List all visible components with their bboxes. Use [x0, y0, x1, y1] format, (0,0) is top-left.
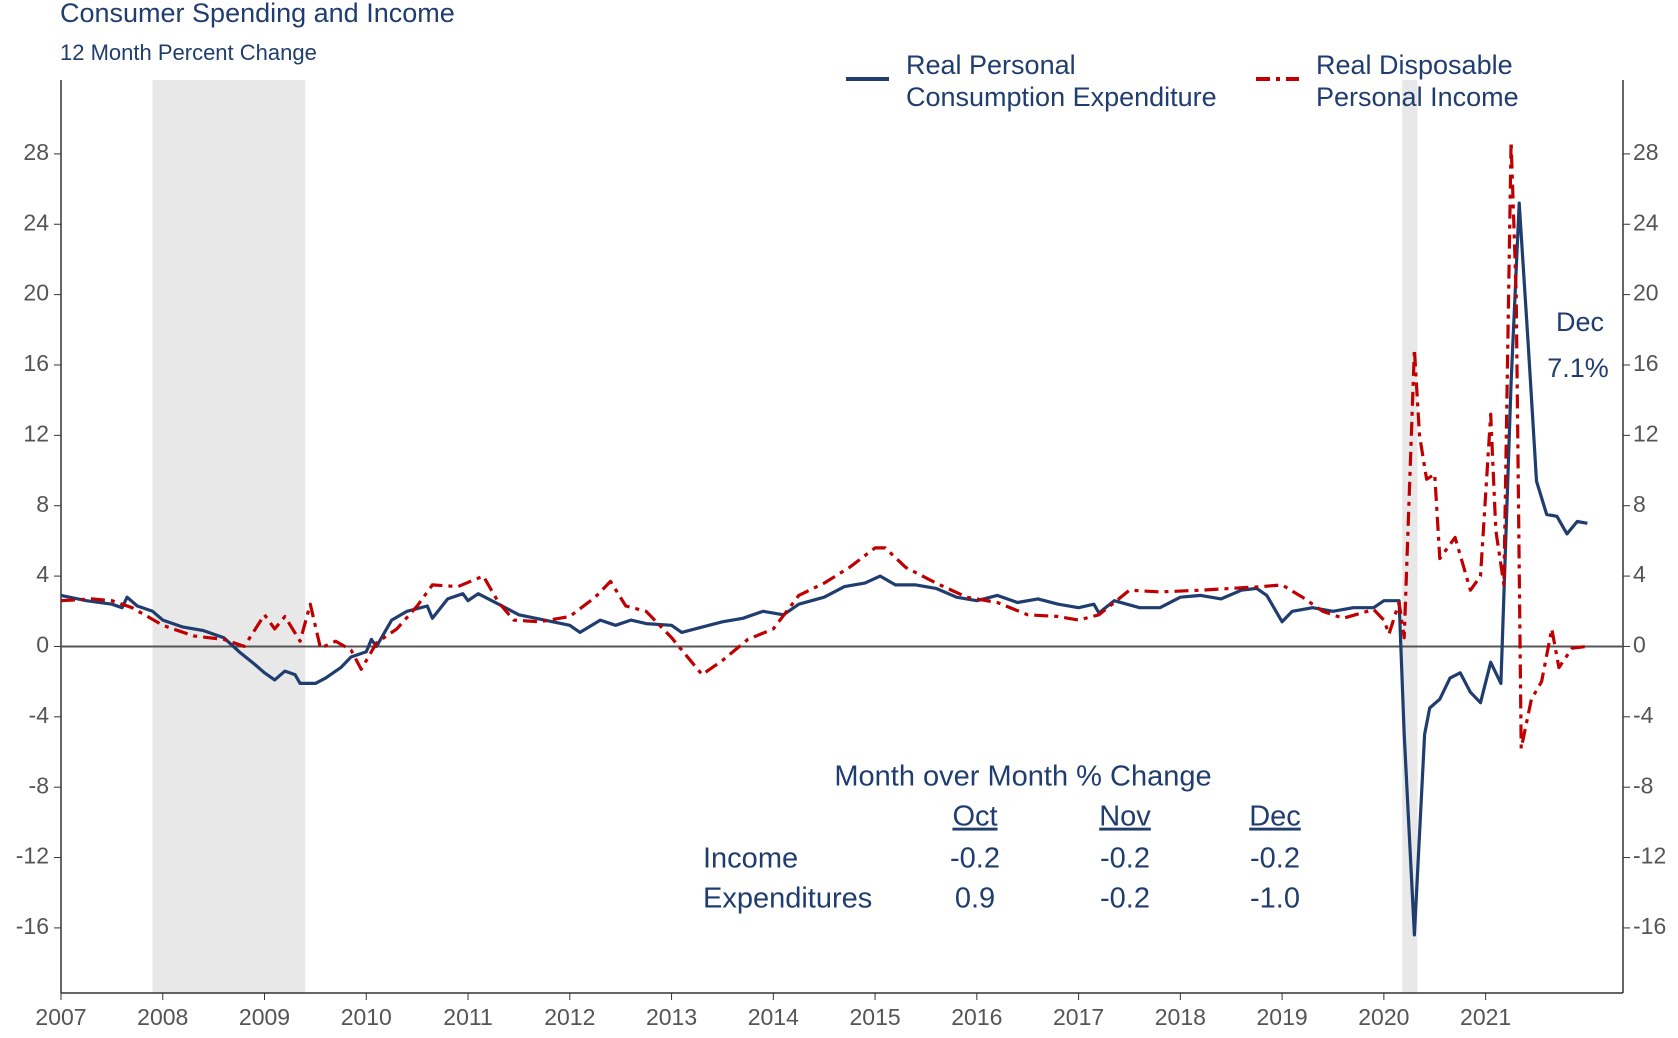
legend-label: Real Personal Consumption Expenditure — [906, 50, 1217, 112]
y2-tick-label: 28 — [1633, 139, 1659, 165]
x-tick-label: 2014 — [748, 1004, 799, 1030]
y-tick-label: -8 — [29, 772, 49, 798]
y-tick-label: 0 — [36, 632, 49, 658]
x-tick-label: 2012 — [544, 1004, 595, 1030]
y2-tick-label: 4 — [1633, 561, 1646, 587]
x-tick-label: 2020 — [1358, 1004, 1409, 1030]
y-tick-label: 4 — [36, 561, 49, 587]
table-cell: -0.2 — [1100, 883, 1150, 915]
y2-tick-label: 12 — [1633, 420, 1659, 446]
annotation: Dec — [1556, 307, 1604, 337]
x-tick-label: 2008 — [137, 1004, 188, 1030]
annotation: 7.1% — [1547, 353, 1609, 383]
x-tick-label: 2010 — [341, 1004, 392, 1030]
y2-tick-label: 0 — [1633, 632, 1646, 658]
x-tick-label: 2013 — [646, 1004, 697, 1030]
table-column: Nov — [1099, 801, 1151, 833]
table-cell: 0.9 — [955, 883, 995, 915]
chart-subtitle: 12 Month Percent Change — [60, 40, 317, 65]
series-line — [60, 140, 1588, 751]
legend-label: Real Disposable Personal Income — [1316, 50, 1519, 112]
chart-title: Consumer Spending and Income — [60, 0, 455, 28]
x-tick-label: 2016 — [951, 1004, 1002, 1030]
y2-tick-label: -4 — [1633, 702, 1654, 728]
table-title: Month over Month % Change — [834, 761, 1211, 793]
x-tick-label: 2021 — [1460, 1004, 1511, 1030]
table-cell: -0.2 — [1100, 843, 1150, 875]
x-tick-label: 2009 — [239, 1004, 290, 1030]
y-tick-label: 12 — [23, 420, 49, 446]
x-tick-label: 2015 — [849, 1004, 900, 1030]
x-tick-label: 2007 — [35, 1004, 86, 1030]
y2-tick-label: -8 — [1633, 772, 1653, 798]
y2-tick-label: 8 — [1633, 491, 1646, 517]
y-tick-label: -16 — [16, 913, 49, 939]
table-row-label: Income — [703, 843, 798, 875]
x-tick-label: 2017 — [1053, 1004, 1104, 1030]
y-tick-label: -4 — [29, 702, 50, 728]
y2-tick-label: 20 — [1633, 280, 1659, 306]
table-row-label: Expenditures — [703, 883, 872, 915]
y-tick-label: -12 — [16, 843, 49, 869]
y2-tick-label: 24 — [1633, 209, 1659, 235]
table-column: Oct — [952, 801, 997, 833]
y2-tick-label: -16 — [1633, 913, 1666, 939]
series-line — [60, 201, 1588, 937]
x-tick-label: 2018 — [1155, 1004, 1206, 1030]
y2-tick-label: 16 — [1633, 350, 1659, 376]
y-tick-label: 28 — [23, 139, 49, 165]
y-tick-label: 16 — [23, 350, 49, 376]
x-tick-label: 2019 — [1257, 1004, 1308, 1030]
table-column: Dec — [1249, 801, 1301, 833]
y2-tick-label: -12 — [1633, 843, 1666, 869]
x-tick-label: 2011 — [443, 1004, 492, 1030]
y-tick-label: 20 — [23, 280, 49, 306]
recession-band — [152, 80, 306, 993]
table-cell: -1.0 — [1250, 883, 1300, 915]
y-tick-label: 24 — [23, 209, 49, 235]
table-cell: -0.2 — [950, 843, 1000, 875]
y-tick-label: 8 — [36, 491, 49, 517]
table-cell: -0.2 — [1250, 843, 1300, 875]
